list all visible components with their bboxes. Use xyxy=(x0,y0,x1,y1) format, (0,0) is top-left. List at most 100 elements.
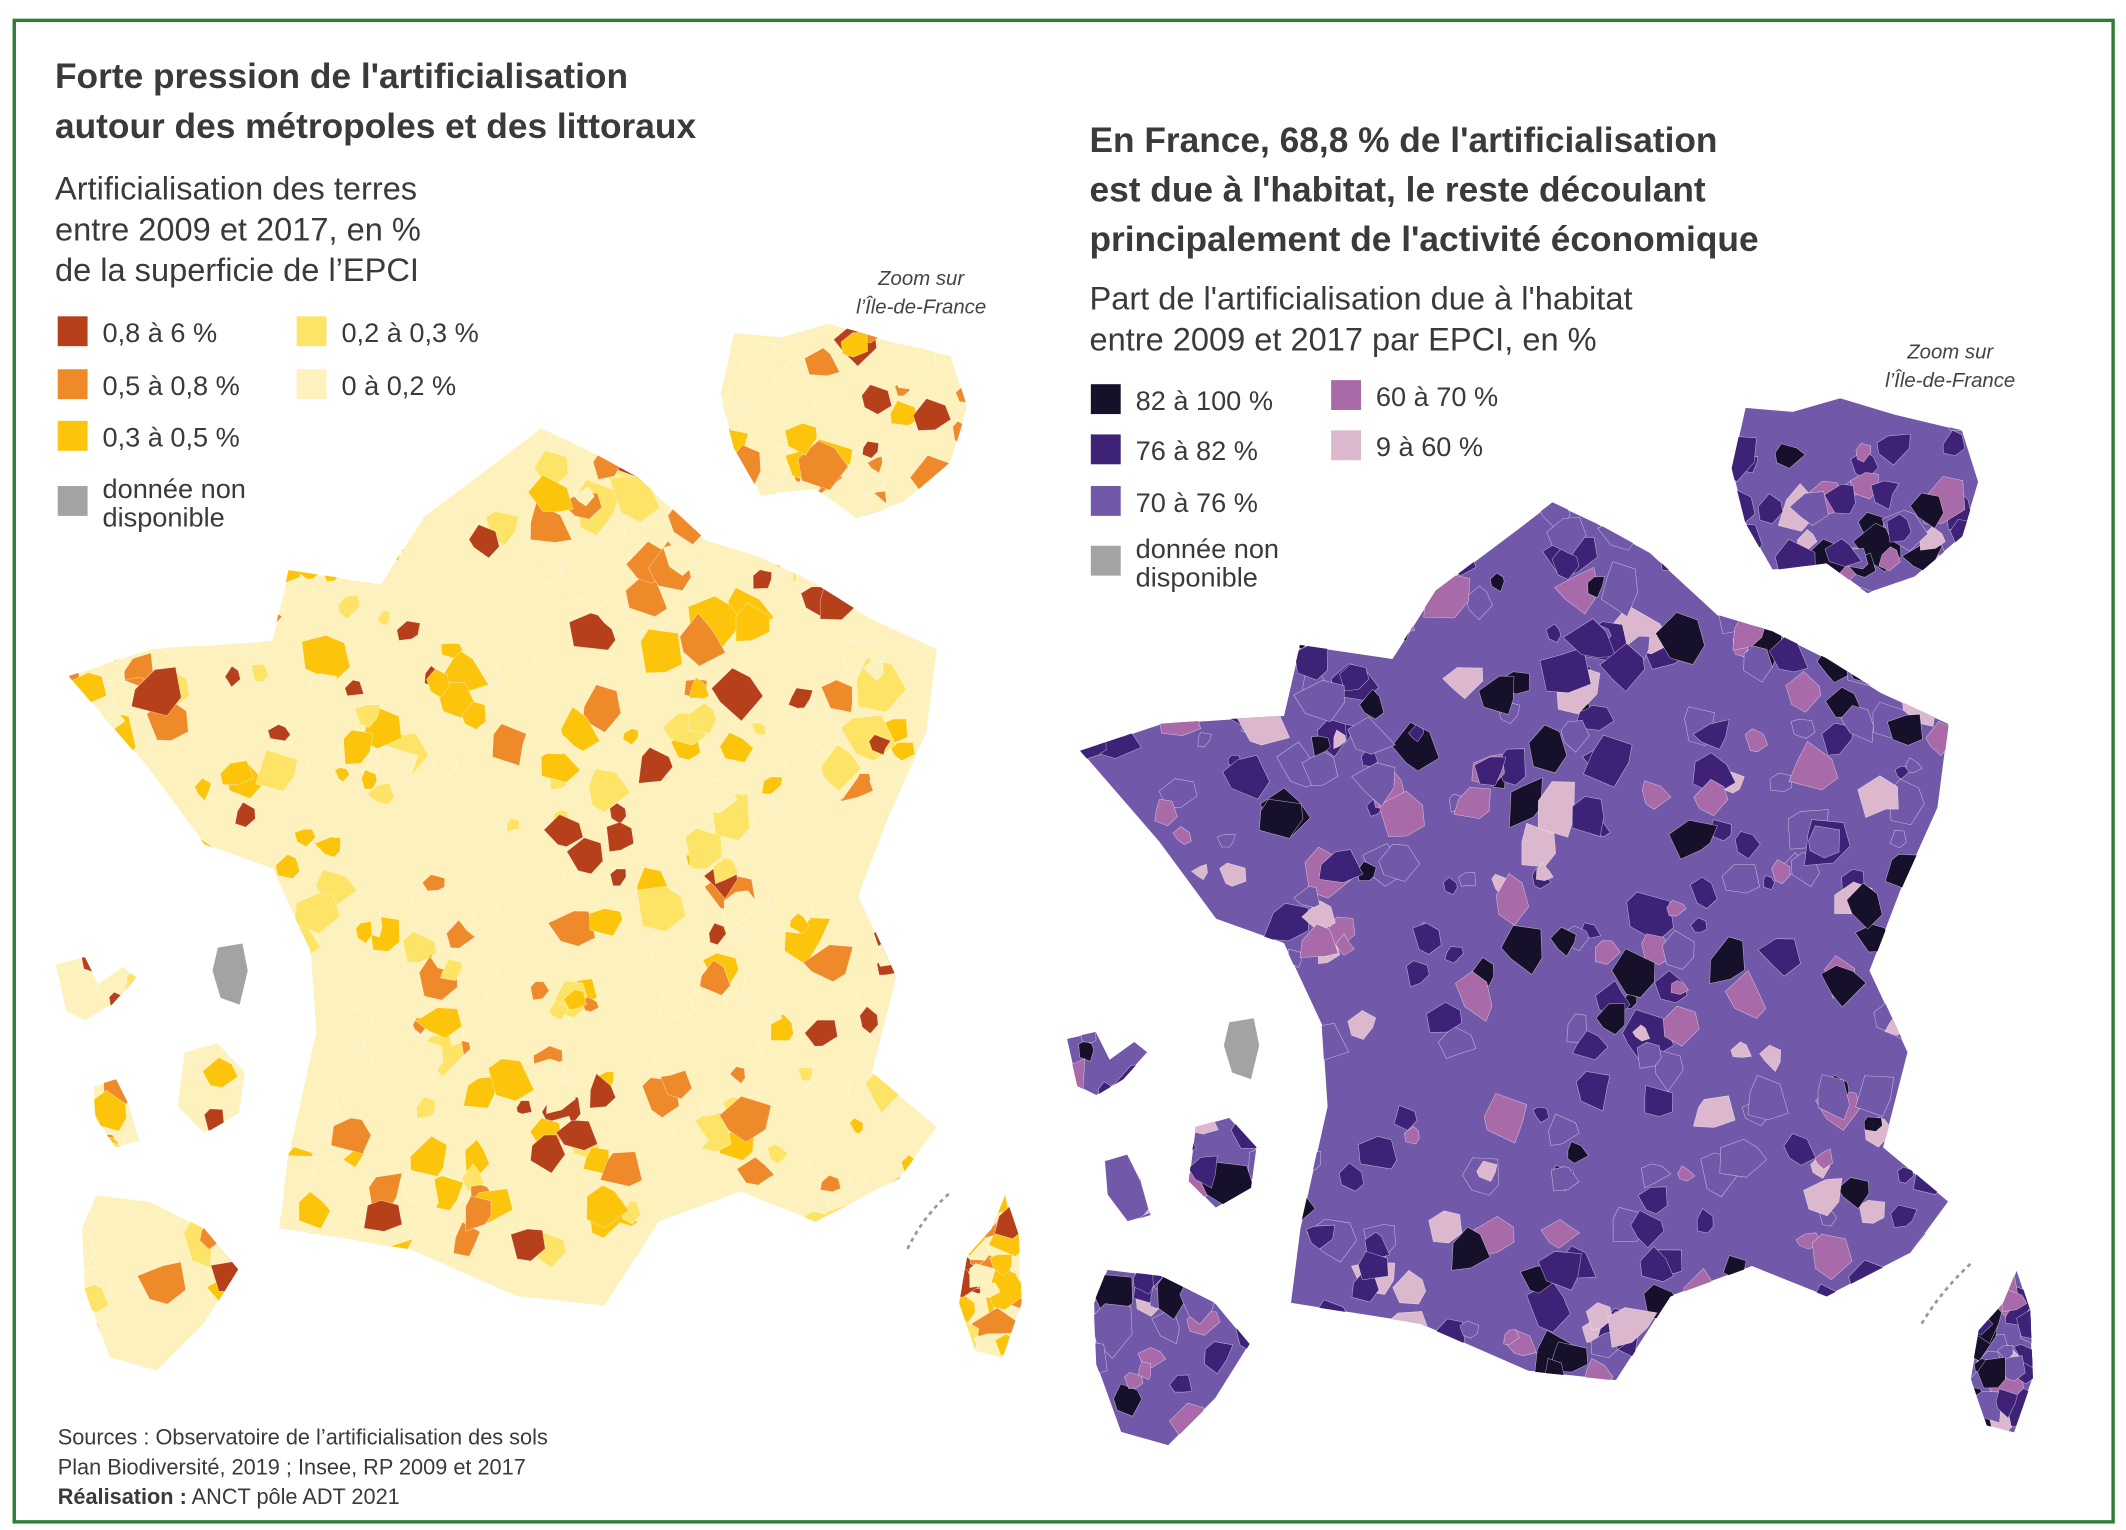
epci xyxy=(1599,643,1645,692)
epci xyxy=(396,620,421,641)
epci xyxy=(1954,571,1972,594)
epci xyxy=(1724,970,1767,1019)
epci xyxy=(1789,491,1829,526)
epci xyxy=(313,836,341,858)
epci xyxy=(1503,1329,1520,1345)
epci xyxy=(700,1095,727,1117)
epci xyxy=(1550,926,1577,957)
epci xyxy=(1408,724,1424,743)
legend-label: 76 à 82 % xyxy=(1136,435,1258,466)
epci xyxy=(566,837,604,875)
epci xyxy=(1495,873,1530,926)
epci xyxy=(1282,504,1302,530)
epci xyxy=(1067,1393,1108,1443)
epci xyxy=(690,468,745,524)
epci xyxy=(1567,1141,1589,1164)
epci xyxy=(1785,670,1822,713)
epci xyxy=(1747,1074,1789,1121)
epci xyxy=(57,1144,86,1179)
epci xyxy=(1945,566,1978,603)
epci xyxy=(415,1096,436,1120)
epci xyxy=(1942,429,1966,457)
subtitle: de la superficie de l’EPCI xyxy=(55,252,419,288)
sources: Sources : Observatoire de l’artificialis… xyxy=(58,1424,548,1509)
epci xyxy=(1250,683,1278,710)
epci xyxy=(372,415,404,446)
epci xyxy=(68,536,81,556)
epci xyxy=(804,347,841,377)
epci xyxy=(1066,822,1110,861)
epci xyxy=(1197,731,1212,748)
epci xyxy=(1699,1306,1740,1350)
epci xyxy=(1611,948,1656,998)
epci xyxy=(197,1146,229,1192)
epci xyxy=(344,554,368,581)
epci xyxy=(1071,1186,1112,1236)
epci xyxy=(572,486,595,507)
epci xyxy=(408,1174,439,1215)
epci xyxy=(708,922,727,946)
epci xyxy=(1283,1026,1326,1070)
epci xyxy=(1194,1256,1226,1286)
epci xyxy=(1912,1158,1947,1195)
epci xyxy=(1769,772,1792,792)
epci xyxy=(267,1120,286,1139)
epci xyxy=(1098,870,1118,892)
epci xyxy=(1216,834,1236,848)
epci xyxy=(1428,1210,1463,1244)
epci xyxy=(510,1228,546,1262)
zoom-note: Zoom sur xyxy=(877,268,965,290)
legend-label: 0 à 0,2 % xyxy=(341,370,456,401)
epci xyxy=(679,612,726,667)
epci xyxy=(1788,740,1839,791)
epci xyxy=(124,1285,145,1305)
epci xyxy=(1190,1242,1236,1285)
epci xyxy=(626,941,655,974)
epci xyxy=(697,778,738,814)
epci xyxy=(638,443,659,458)
epci xyxy=(1297,1316,1332,1368)
epci xyxy=(1972,1390,2002,1424)
epci xyxy=(1142,1013,1192,1044)
epci xyxy=(881,844,899,865)
epci xyxy=(1404,1126,1420,1145)
epci xyxy=(1921,968,1943,992)
epci xyxy=(1639,1246,1674,1282)
epci xyxy=(849,1117,864,1135)
epci xyxy=(851,580,873,598)
epci xyxy=(1129,1072,1153,1097)
epci xyxy=(1273,1045,1296,1069)
epci xyxy=(543,814,584,848)
left-texts: Forte pression de l'artificialisation aut… xyxy=(55,57,986,533)
epci xyxy=(80,919,106,949)
epci xyxy=(725,444,761,490)
epci xyxy=(265,1282,289,1303)
epci xyxy=(1191,863,1208,881)
epci xyxy=(1280,494,1309,526)
epci xyxy=(767,1143,789,1164)
epci xyxy=(738,342,779,376)
epci xyxy=(1478,675,1515,715)
epci xyxy=(1984,1270,2008,1293)
epci xyxy=(957,1197,1001,1239)
epci xyxy=(79,549,108,586)
epci xyxy=(582,684,622,733)
legend-swatch xyxy=(57,369,88,400)
credit-label: Réalisation : xyxy=(58,1484,187,1509)
epci xyxy=(386,542,401,561)
epci xyxy=(912,398,952,431)
epci xyxy=(1177,1055,1213,1090)
epci xyxy=(1378,790,1425,837)
epci xyxy=(1271,1031,1292,1050)
epci xyxy=(1154,798,1178,827)
epci xyxy=(1157,1130,1197,1160)
epci xyxy=(900,1263,922,1291)
epci xyxy=(1312,510,1354,561)
epci xyxy=(601,1222,644,1264)
epci xyxy=(1339,663,1370,692)
epci xyxy=(228,914,268,949)
epci xyxy=(728,380,760,404)
epci xyxy=(1325,497,1347,528)
epci xyxy=(1412,922,1442,955)
epci xyxy=(595,595,632,637)
